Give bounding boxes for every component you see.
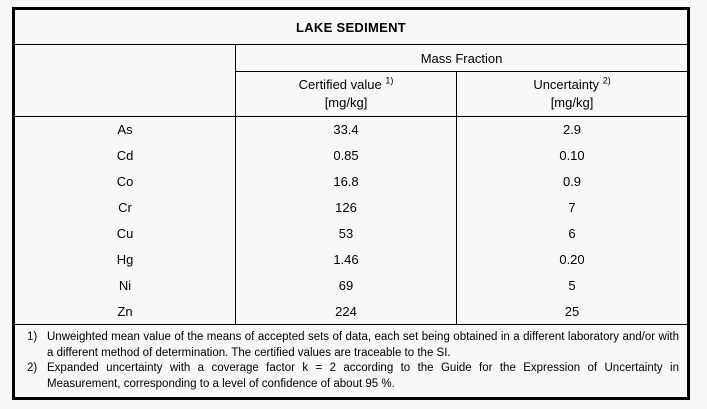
element-symbol: Cd bbox=[116, 148, 134, 163]
uncertainty-value: 25 bbox=[455, 298, 689, 325]
element-symbol: As bbox=[117, 122, 133, 138]
table-row-ni: Ni 69 5 bbox=[14, 272, 689, 299]
certified-value: 224 bbox=[235, 298, 457, 325]
certified-value: 0.85 bbox=[235, 142, 457, 169]
element-symbol: Hg bbox=[116, 252, 134, 267]
certified-value-label: Certified value bbox=[298, 77, 382, 93]
table-row-cd: Cd 0.85 0.10 bbox=[14, 142, 689, 169]
uncertainty-value: 5 bbox=[455, 272, 689, 299]
table-row-co: Co 16.8 0.9 bbox=[14, 168, 689, 195]
element-symbol: Cr bbox=[118, 200, 132, 215]
footnote-2: 2) Expanded uncertainty with a coverage … bbox=[21, 361, 679, 392]
footnotes-section: 1) Unweighted mean value of the means of… bbox=[14, 325, 689, 399]
uncertainty-value: 6 bbox=[455, 220, 689, 247]
table-row-hg: Hg 1.46 0.20 bbox=[14, 246, 689, 273]
footnote-2-marker: 2) bbox=[27, 362, 38, 375]
uncertainty-value: 0.20 bbox=[455, 246, 689, 273]
footnote-ref-1: 1) bbox=[385, 76, 394, 87]
uncertainty-value: 0.10 bbox=[455, 142, 689, 169]
certified-value: 53 bbox=[235, 220, 457, 247]
certified-value: 16.8 bbox=[235, 168, 457, 195]
certified-value: 69 bbox=[235, 272, 457, 299]
table-row-as: As 33.4 2.9 bbox=[14, 116, 689, 143]
element-symbol: Zn bbox=[13, 298, 236, 325]
certified-values-table: LAKE SEDIMENT Mass Fraction Certified va… bbox=[12, 7, 691, 401]
uncertainty-header: Uncertainty 2) [mg/kg] bbox=[455, 71, 689, 117]
certified-value: 126 bbox=[235, 194, 457, 221]
footnote-1-text: Unweighted mean value of the means of ac… bbox=[47, 331, 680, 359]
certified-value: 1.46 bbox=[235, 246, 457, 273]
certified-value-header: Certified value 1) [mg/kg] bbox=[235, 71, 457, 117]
footnotes-row: 1) Unweighted mean value of the means of… bbox=[14, 325, 689, 399]
footnote-ref-2: 2) bbox=[602, 76, 611, 87]
element-symbol: Co bbox=[116, 174, 134, 189]
element-symbol: Cu bbox=[116, 226, 134, 241]
table-row-zn: Zn 224 25 bbox=[13, 298, 689, 325]
page-title: LAKE SEDIMENT bbox=[13, 8, 689, 45]
footnote-2-text: Expanded uncertainty with a coverage fac… bbox=[47, 362, 680, 390]
footnote-1: 1) Unweighted mean value of the means of… bbox=[21, 330, 679, 361]
uncertainty-label: Uncertainty bbox=[533, 77, 600, 93]
table-row-cu: Cu 53 6 bbox=[14, 220, 689, 247]
mass-fraction-header: Mass Fraction bbox=[235, 44, 689, 72]
uncertainty-value: 0.9 bbox=[455, 168, 689, 195]
footnote-1-marker: 1) bbox=[27, 331, 38, 343]
empty-corner-cell bbox=[13, 44, 236, 117]
title-row: LAKE SEDIMENT bbox=[13, 8, 689, 45]
certified-value: 33.4 bbox=[235, 116, 457, 143]
element-symbol: Ni bbox=[118, 278, 132, 293]
uncertainty-unit: [mg/kg] bbox=[550, 95, 594, 110]
uncertainty-value: 7 bbox=[455, 194, 689, 221]
table-row-cr: Cr 126 7 bbox=[14, 194, 689, 221]
certified-value-unit: [mg/kg] bbox=[324, 95, 368, 110]
group-header-row: Mass Fraction bbox=[13, 44, 689, 117]
uncertainty-value: 2.9 bbox=[455, 116, 689, 143]
column-header-row: Certified value 1) [mg/kg] Uncertainty 2… bbox=[14, 71, 689, 117]
